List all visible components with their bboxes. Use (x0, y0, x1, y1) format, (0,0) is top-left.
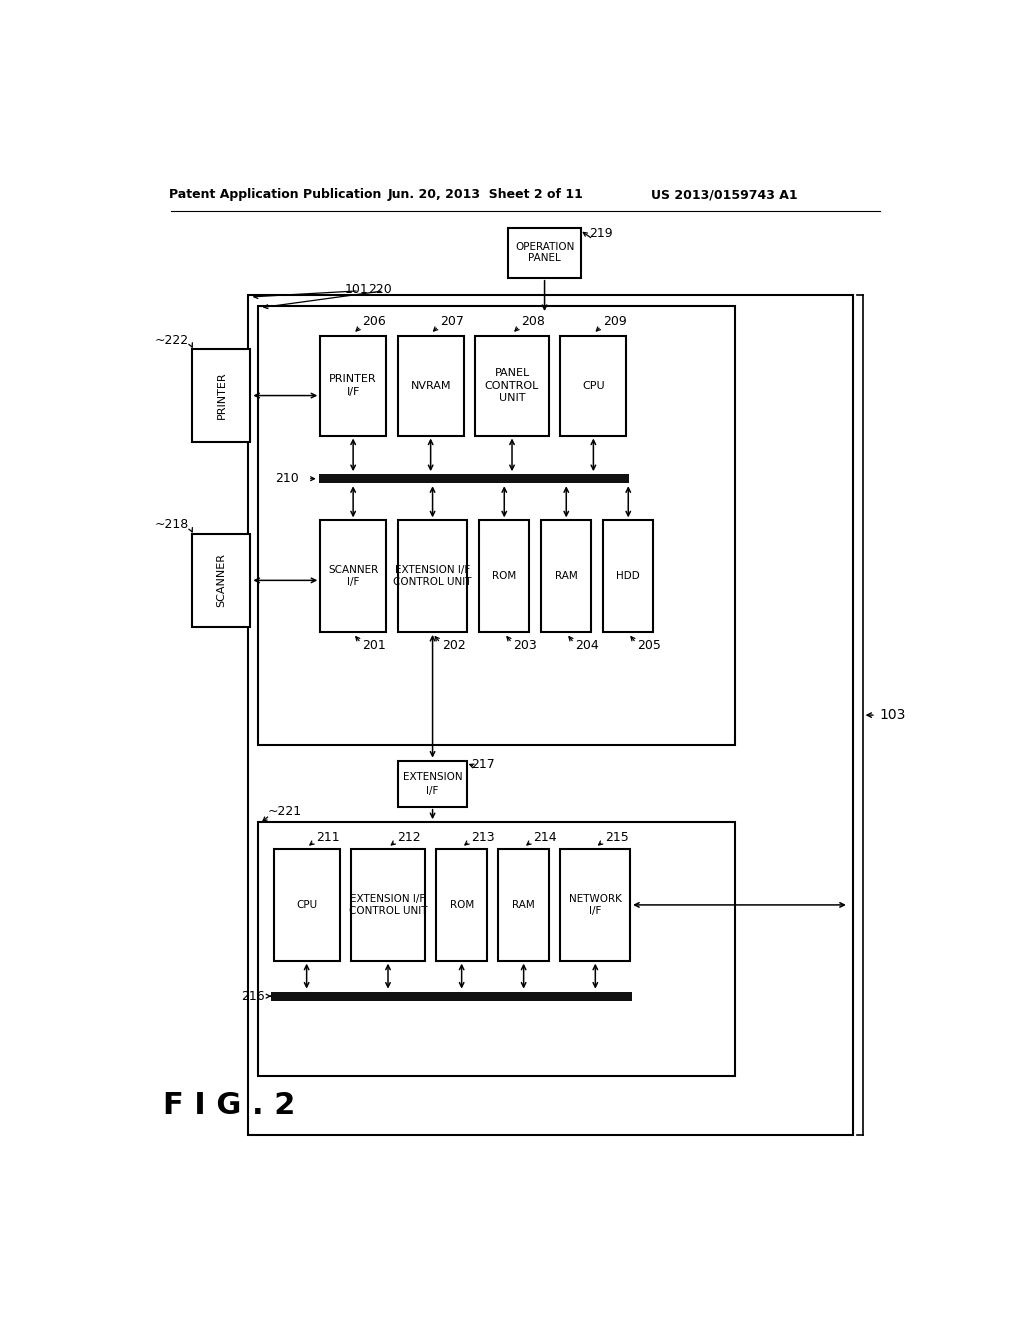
Bar (499, 849, 549, 961)
Text: 101: 101 (344, 282, 369, 296)
Text: US 2013/0159743 A1: US 2013/0159743 A1 (651, 187, 798, 201)
Text: Jun. 20, 2013  Sheet 2 of 11: Jun. 20, 2013 Sheet 2 of 11 (388, 187, 584, 201)
Bar (321, 520, 386, 632)
Text: PRINTER: PRINTER (330, 375, 377, 384)
Text: 208: 208 (521, 315, 545, 329)
Text: 213: 213 (471, 832, 495, 843)
Text: 210: 210 (275, 473, 299, 486)
Text: PANEL: PANEL (528, 253, 561, 263)
Text: 217: 217 (471, 758, 495, 771)
Text: ROM: ROM (493, 572, 516, 581)
Text: 205: 205 (638, 639, 662, 652)
Text: 203: 203 (514, 639, 538, 652)
Bar (541, 520, 592, 632)
Bar (475, 335, 549, 436)
Text: 219: 219 (589, 227, 612, 240)
Text: EXTENSION: EXTENSION (402, 772, 463, 781)
Bar (258, 822, 735, 1076)
Bar (436, 849, 486, 961)
Text: I/F: I/F (347, 577, 359, 587)
Text: RAM: RAM (555, 572, 578, 581)
Text: 211: 211 (316, 832, 340, 843)
Bar (351, 849, 425, 961)
Bar (560, 335, 627, 436)
Text: HDD: HDD (616, 572, 640, 581)
Bar (273, 849, 340, 961)
Text: I/F: I/F (346, 387, 359, 397)
Bar (479, 520, 529, 632)
Bar (193, 350, 251, 442)
Bar (397, 520, 467, 632)
Text: CONTROL UNIT: CONTROL UNIT (349, 906, 427, 916)
Text: I/F: I/F (426, 785, 438, 796)
Text: 215: 215 (604, 832, 629, 843)
Bar (318, 474, 629, 483)
Bar (321, 335, 386, 436)
Bar (271, 991, 632, 1001)
Text: F I G . 2: F I G . 2 (163, 1092, 295, 1119)
Text: NETWORK: NETWORK (569, 894, 622, 904)
Text: RAM: RAM (512, 900, 535, 909)
Text: EXTENSION I/F: EXTENSION I/F (395, 565, 470, 576)
Bar (258, 306, 735, 744)
Text: CPU: CPU (296, 900, 317, 909)
Text: OPERATION: OPERATION (515, 243, 574, 252)
Text: 202: 202 (442, 639, 466, 652)
Bar (397, 760, 467, 807)
Text: ~221: ~221 (267, 805, 302, 818)
Text: ROM: ROM (450, 900, 474, 909)
Text: EXTENSION I/F: EXTENSION I/F (350, 894, 426, 904)
Bar (560, 849, 630, 961)
Bar (397, 335, 464, 436)
Text: 214: 214 (532, 832, 557, 843)
Text: CPU: CPU (582, 380, 605, 391)
Text: 201: 201 (362, 639, 386, 652)
Text: 209: 209 (603, 315, 627, 329)
Text: UNIT: UNIT (499, 393, 525, 403)
Text: ~218: ~218 (155, 519, 188, 532)
Text: I/F: I/F (589, 906, 601, 916)
Bar (193, 535, 251, 627)
Text: NVRAM: NVRAM (411, 380, 451, 391)
Text: PANEL: PANEL (495, 368, 529, 379)
Bar (508, 227, 582, 277)
Text: CONTROL: CONTROL (484, 380, 540, 391)
Text: CONTROL UNIT: CONTROL UNIT (393, 577, 472, 587)
Text: 216: 216 (242, 990, 265, 1003)
Text: 103: 103 (880, 708, 906, 722)
Text: 206: 206 (362, 315, 386, 329)
Text: SCANNER: SCANNER (216, 553, 226, 607)
Bar (248, 296, 853, 1135)
Text: 207: 207 (440, 315, 464, 329)
Text: SCANNER: SCANNER (328, 565, 378, 576)
Text: 212: 212 (397, 832, 421, 843)
Bar (603, 520, 653, 632)
Text: PRINTER: PRINTER (216, 372, 226, 420)
Text: Patent Application Publication: Patent Application Publication (169, 187, 381, 201)
Text: 220: 220 (368, 282, 391, 296)
Text: 204: 204 (575, 639, 599, 652)
Text: ~222: ~222 (155, 334, 188, 347)
